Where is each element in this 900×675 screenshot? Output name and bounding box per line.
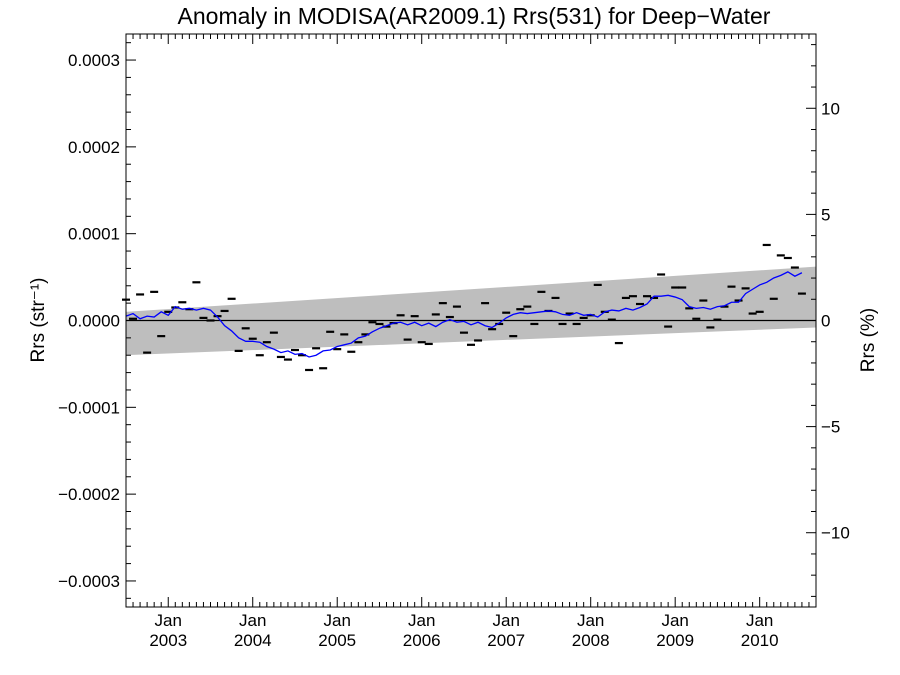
left-tick-label: 0.0000 (68, 312, 120, 331)
x-tick-month-label: Jan (746, 611, 773, 630)
x-tick-year-label: 2006 (403, 631, 441, 650)
x-tick-year-label: 2008 (572, 631, 610, 650)
left-tick-label: −0.0002 (58, 485, 120, 504)
x-tick-month-label: Jan (492, 611, 519, 630)
plot-area: 0.0003 0.0002 0.0001 0.0000 −0.0001 −0.0002 −0… (58, 33, 850, 650)
x-tick-year-label: 2004 (234, 631, 272, 650)
right-tick-label: −5 (821, 418, 840, 437)
right-tick-label: 0 (821, 312, 830, 331)
left-tick-label: −0.0003 (58, 572, 120, 591)
running-mean-line (125, 271, 803, 358)
right-tick-label: 10 (821, 99, 840, 118)
left-tick-label: 0.0003 (68, 51, 120, 70)
x-tick-year-label: 2010 (741, 631, 779, 650)
x-tick-year-label: 2003 (149, 631, 187, 650)
x-tick-month-label: Jan (324, 611, 351, 630)
right-tick-label: −10 (821, 524, 850, 543)
x-tick-year-label: 2009 (656, 631, 694, 650)
x-tick-month-label: Jan (155, 611, 182, 630)
confidence-band (126, 266, 816, 356)
chart-title: Anomaly in MODISA(AR2009.1) Rrs(531) for… (178, 3, 771, 29)
left-tick-label: −0.0001 (58, 398, 120, 417)
x-tick-year-label: 2007 (487, 631, 525, 650)
x-tick-month-label: Jan (408, 611, 435, 630)
left-tick-label: 0.0001 (68, 225, 120, 244)
left-tick-label: 0.0002 (68, 138, 120, 157)
right-tick-label: 5 (821, 205, 830, 224)
y-axis-label-left: Rrs (str⁻¹) (28, 278, 49, 363)
x-tick-month-label: Jan (661, 611, 688, 630)
x-tick-year-label: 2005 (318, 631, 356, 650)
x-tick-month-label: Jan (577, 611, 604, 630)
x-tick-month-label: Jan (239, 611, 266, 630)
y-axis-label-right: Rrs (%) (858, 308, 879, 372)
